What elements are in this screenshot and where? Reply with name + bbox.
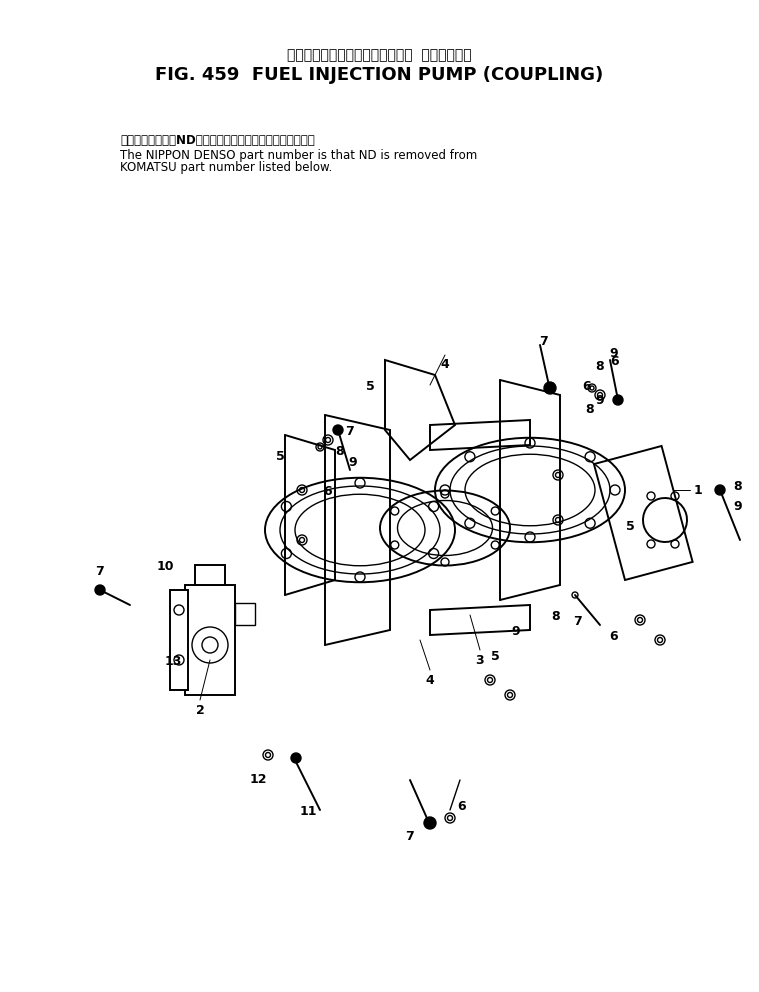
- Text: FIG. 459  FUEL INJECTION PUMP (COUPLING): FIG. 459 FUEL INJECTION PUMP (COUPLING): [155, 66, 603, 84]
- Circle shape: [291, 753, 301, 763]
- Text: 7: 7: [405, 830, 414, 843]
- Text: 6: 6: [583, 380, 591, 393]
- Text: 9: 9: [734, 500, 742, 513]
- Text: 9: 9: [512, 625, 521, 638]
- Text: フュエルインジェクションポンプ  カップリング: フュエルインジェクションポンプ カップリング: [287, 48, 471, 62]
- Text: 2: 2: [196, 703, 204, 716]
- Text: 8: 8: [596, 360, 604, 373]
- Text: 品番のメーカ記号NDを除いたものが日本電装の品番です。: 品番のメーカ記号NDを除いたものが日本電装の品番です。: [120, 134, 315, 147]
- Circle shape: [424, 817, 436, 829]
- Circle shape: [613, 395, 623, 405]
- Bar: [195, 565, 225, 585]
- Text: 9: 9: [596, 394, 604, 407]
- Text: 7: 7: [539, 335, 547, 348]
- Text: 4: 4: [426, 674, 434, 686]
- Text: 8: 8: [552, 610, 560, 623]
- Bar: [594, 446, 693, 580]
- Text: 1: 1: [694, 483, 702, 497]
- Text: 7: 7: [345, 425, 354, 438]
- Text: The NIPPON DENSO part number is that ND is removed from: The NIPPON DENSO part number is that ND …: [120, 149, 477, 162]
- Text: 8: 8: [734, 480, 742, 493]
- Text: 5: 5: [276, 450, 285, 463]
- Text: 7: 7: [96, 565, 105, 578]
- Text: 6: 6: [611, 355, 619, 368]
- Text: 6: 6: [323, 485, 332, 498]
- Text: KOMATSU part number listed below.: KOMATSU part number listed below.: [120, 162, 332, 175]
- Text: 12: 12: [249, 773, 266, 786]
- Text: 5: 5: [625, 520, 635, 533]
- Text: 10: 10: [156, 560, 174, 573]
- Circle shape: [715, 485, 725, 495]
- Text: 5: 5: [490, 650, 499, 663]
- Text: 9: 9: [609, 347, 619, 360]
- Circle shape: [95, 585, 105, 595]
- Text: 4: 4: [441, 358, 449, 371]
- Text: 8: 8: [335, 445, 345, 458]
- Text: 7: 7: [572, 615, 581, 628]
- Bar: [185, 585, 235, 695]
- Bar: [235, 603, 255, 625]
- Text: 3: 3: [476, 654, 484, 667]
- Text: 5: 5: [366, 380, 374, 393]
- Text: 8: 8: [586, 403, 594, 416]
- Circle shape: [544, 382, 556, 394]
- Text: 9: 9: [348, 456, 357, 469]
- Text: 11: 11: [299, 805, 317, 818]
- Circle shape: [333, 425, 343, 435]
- Bar: [170, 590, 188, 690]
- Text: 13: 13: [164, 655, 181, 668]
- Text: 6: 6: [609, 630, 619, 643]
- Text: 6: 6: [458, 800, 466, 813]
